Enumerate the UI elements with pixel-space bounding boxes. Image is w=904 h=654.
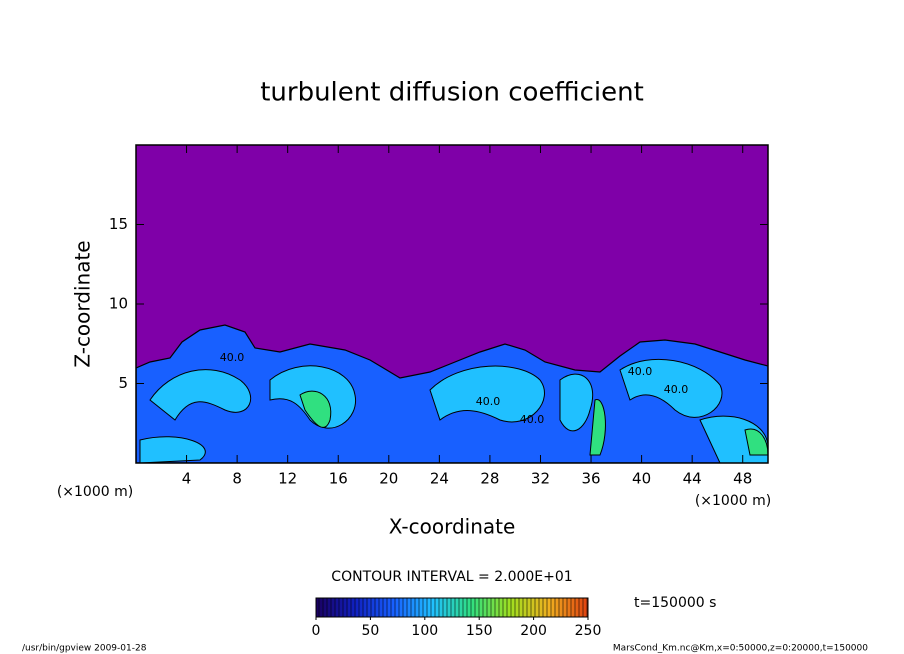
y-tick-label: 10 [109,295,128,313]
colorbar-tick-label: 200 [520,623,547,639]
x-tick-label: 16 [329,470,348,488]
x-tick-label: 28 [480,470,499,488]
turbulent-swirl [149,369,252,421]
colorbar [316,598,588,617]
contour-label: 40.0 [220,351,245,364]
x-tick-label: 4 [182,470,192,488]
contour-label: 40.0 [520,413,545,426]
x-tick-label: 44 [683,470,702,488]
x-unit-label: (×1000 m) [57,484,133,500]
colorbar-tick-label: 0 [312,623,321,639]
time-label: t=150000 s [634,595,716,611]
turbulent-swirl [429,365,545,423]
colorbar-frame [315,597,589,618]
x-tick-label: 32 [531,470,550,488]
colorbar-tick-label: 250 [575,623,602,639]
turbulent-swirl [559,373,594,432]
turbulent-swirl [139,436,206,463]
contour-label: 40.0 [664,383,689,396]
y-tick-label: 5 [118,374,128,392]
turbulent-core [589,399,606,456]
contour-field: 40.0 40.0 40.0 40.0 40.0 [136,145,768,463]
turbulent-core [299,390,332,428]
turbulent-core [744,428,768,456]
x-tick-label: 24 [430,470,449,488]
contour-label: 40.0 [476,395,501,408]
x-tick-label: 12 [278,470,297,488]
colorbar-tick-label: 150 [466,623,493,639]
y-axis-label: Z-coordinate [71,240,95,367]
x-tick-label: 8 [232,470,242,488]
x-tick-label: 20 [379,470,398,488]
turbulent-swirl [619,358,723,418]
contour-interval: CONTOUR INTERVAL = 2.000E+01 [331,569,572,585]
contour-label: 40.0 [628,365,653,378]
colorbar-tick-label: 50 [361,623,379,639]
x-tick-label: 36 [581,470,600,488]
x-tick-label: 48 [733,470,752,488]
x-axis-label: X-coordinate [389,515,516,539]
footer-right: MarsCond_Km.nc@Km,x=0:50000,z=0:20000,t=… [613,644,868,654]
chart-title: turbulent diffusion coefficient [260,78,644,108]
colorbar-tick-label: 100 [411,623,438,639]
y-tick-label: 15 [109,215,128,233]
x-tick-label: 40 [632,470,651,488]
footer-left: /usr/bin/gpview 2009-01-28 [22,644,147,654]
x-unit-label: (×1000 m) [695,493,771,509]
